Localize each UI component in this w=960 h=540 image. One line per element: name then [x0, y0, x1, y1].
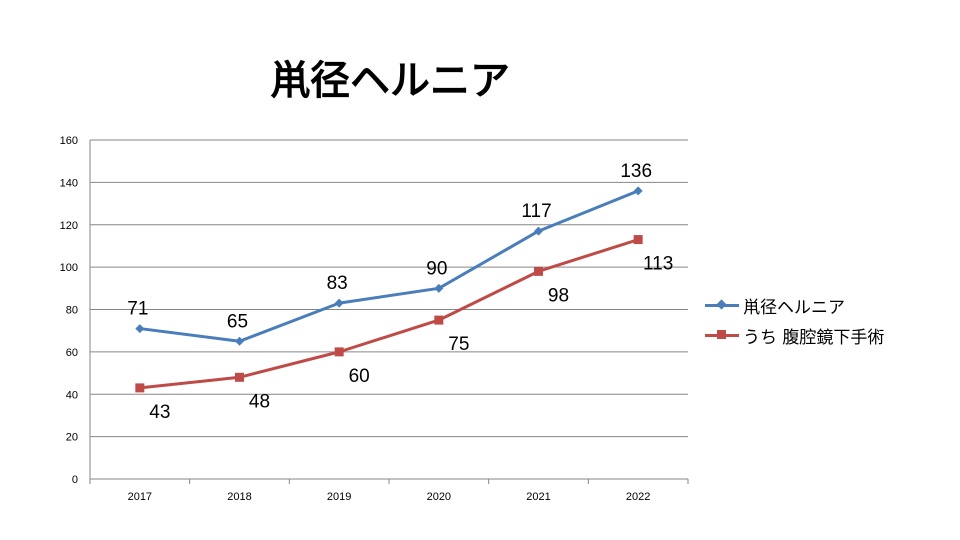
data-label: 75 [448, 334, 469, 355]
legend-swatch-square [705, 328, 739, 342]
data-label: 136 [620, 161, 652, 182]
x-tick-label: 2021 [526, 491, 550, 503]
y-tick-label: 100 [60, 262, 78, 274]
data-label: 60 [349, 366, 370, 387]
legend-label-series-1: 鼡径ヘルニア [743, 297, 845, 318]
data-label: 117 [521, 201, 551, 222]
data-point-square [534, 266, 543, 276]
legend: 鼡径ヘルニア うち 腹腔鏡下手術 [705, 290, 884, 350]
x-tick-label: 2022 [626, 491, 650, 503]
data-point-diamond [235, 336, 244, 346]
y-tick-label: 20 [66, 432, 78, 444]
y-tick-label: 0 [72, 474, 78, 486]
data-point-diamond [633, 186, 643, 196]
y-tick-label: 60 [66, 347, 78, 359]
data-point-square [633, 235, 643, 245]
data-label: 83 [327, 273, 348, 294]
legend-swatch-diamond [705, 298, 739, 312]
y-tick-label: 80 [66, 305, 78, 317]
legend-label-series-2: うち 腹腔鏡下手術 [743, 327, 885, 348]
legend-item-series-1: 鼡径ヘルニア [705, 290, 884, 320]
x-tick-label: 2018 [227, 491, 251, 503]
data-label: 48 [249, 391, 270, 412]
data-label: 90 [426, 258, 447, 279]
series-line-1 [139, 189, 639, 343]
x-tick-label: 2017 [128, 491, 152, 503]
data-point-square [235, 372, 244, 382]
data-point-diamond [534, 226, 543, 236]
data-point-square [135, 383, 145, 393]
data-point-diamond [334, 298, 344, 308]
data-label: 71 [127, 299, 148, 320]
series-line-2 [139, 238, 639, 390]
data-point-square [334, 347, 344, 357]
data-point-diamond [434, 283, 444, 293]
legend-item-series-2: うち 腹腔鏡下手術 [705, 320, 884, 350]
data-point-diamond [135, 324, 145, 334]
data-point-square [434, 315, 444, 325]
data-label: 98 [548, 285, 569, 306]
x-tick-label: 2020 [427, 491, 451, 503]
y-tick-label: 120 [60, 220, 78, 232]
data-label: 43 [149, 402, 170, 423]
y-tick-label: 160 [60, 135, 78, 147]
data-label: 65 [227, 311, 248, 332]
data-label: 113 [643, 254, 673, 275]
y-tick-label: 40 [66, 389, 78, 401]
x-tick-label: 2019 [327, 491, 351, 503]
chart-title: 鼡径ヘルニア [270, 58, 510, 104]
y-tick-label: 140 [60, 177, 78, 189]
